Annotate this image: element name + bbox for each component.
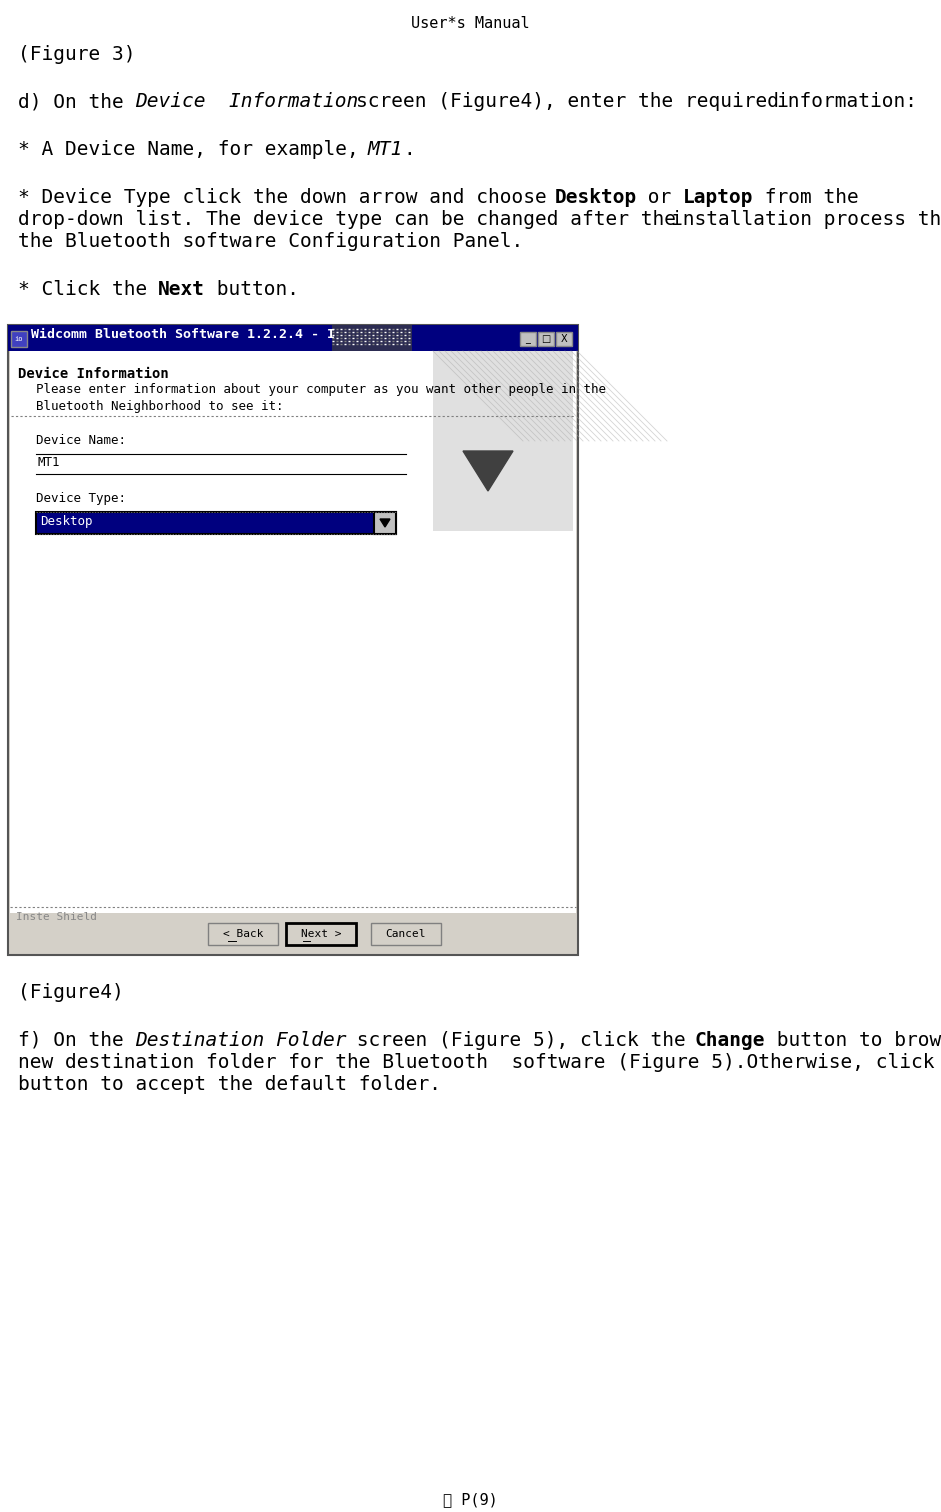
- Text: or: or: [636, 187, 683, 207]
- Text: MT1: MT1: [38, 457, 60, 469]
- Text: User*s Manual: User*s Manual: [411, 17, 530, 32]
- Text: * A Device Name, for example,: * A Device Name, for example,: [18, 141, 371, 159]
- Bar: [36, 513, 396, 534]
- Text: Please enter information about your computer as you want other people in the: Please enter information about your comp…: [36, 383, 606, 396]
- Text: f) On the: f) On the: [18, 1031, 136, 1049]
- Text: * Click the: * Click the: [18, 280, 159, 299]
- Text: Next >: Next >: [301, 928, 342, 939]
- Bar: [286, 922, 356, 945]
- Text: Widcomm Bluetooth Software 1.2.2.4 - I: Widcomm Bluetooth Software 1.2.2.4 - I: [31, 328, 335, 342]
- Polygon shape: [380, 519, 390, 528]
- Text: button.: button.: [204, 280, 298, 299]
- Bar: [520, 333, 536, 346]
- Bar: [371, 922, 441, 945]
- Text: screen (Figure 5), click the: screen (Figure 5), click the: [344, 1031, 697, 1049]
- Bar: [8, 325, 578, 351]
- Text: Device  Information: Device Information: [135, 92, 358, 110]
- Text: button to accept the default folder.: button to accept the default folder.: [18, 1075, 441, 1095]
- Bar: [11, 331, 27, 346]
- Text: _: _: [526, 334, 531, 345]
- Text: information:: information:: [776, 92, 917, 110]
- Text: MT1: MT1: [368, 141, 404, 159]
- Text: Next: Next: [158, 280, 205, 299]
- Text: < Back: < Back: [223, 928, 263, 939]
- Text: d) On the: d) On the: [18, 92, 136, 110]
- Text: .: .: [403, 141, 415, 159]
- Bar: [10, 913, 576, 953]
- Bar: [556, 333, 572, 346]
- Bar: [374, 513, 396, 534]
- Text: button to browse to a: button to browse to a: [765, 1031, 941, 1049]
- Text: Laptop: Laptop: [683, 187, 754, 207]
- Text: Destination Folder: Destination Folder: [135, 1031, 346, 1049]
- Text: * Device Type click the down arrow and choose: * Device Type click the down arrow and c…: [18, 187, 559, 207]
- Text: Bluetooth Neighborhood to see it:: Bluetooth Neighborhood to see it:: [36, 401, 283, 413]
- Text: (Figure4): (Figure4): [18, 983, 124, 1002]
- Polygon shape: [463, 451, 513, 491]
- Text: Change: Change: [694, 1031, 765, 1049]
- Text: X: X: [561, 334, 567, 345]
- Bar: [10, 351, 576, 916]
- Text: screen (Figure4), enter the required: screen (Figure4), enter the required: [357, 92, 779, 110]
- Bar: [433, 351, 573, 531]
- Text: installation process through: installation process through: [671, 210, 941, 228]
- Text: Desktop: Desktop: [554, 187, 637, 207]
- Text: Cancel: Cancel: [386, 928, 426, 939]
- Bar: [538, 333, 554, 346]
- Text: Device Name:: Device Name:: [36, 434, 126, 448]
- Text: io: io: [15, 336, 24, 342]
- Bar: [8, 325, 578, 956]
- Text: □: □: [541, 334, 550, 345]
- Text: Device Type:: Device Type:: [36, 491, 126, 505]
- Text: Inste Shield: Inste Shield: [16, 912, 97, 922]
- Text: the Bluetooth software Configuration Panel.: the Bluetooth software Configuration Pan…: [18, 231, 523, 251]
- Bar: [208, 922, 278, 945]
- Bar: [332, 325, 412, 351]
- Text: from the: from the: [753, 187, 859, 207]
- Text: (Figure 3): (Figure 3): [18, 45, 136, 64]
- Text: Device Information: Device Information: [18, 367, 168, 381]
- Text: new destination folder for the Bluetooth  software (Figure 5).Otherwise, click t: new destination folder for the Bluetooth…: [18, 1052, 941, 1072]
- Text: Desktop: Desktop: [40, 516, 92, 528]
- Text: drop-down list. The device type can be changed after the: drop-down list. The device type can be c…: [18, 210, 676, 228]
- Text: 頁 P(9): 頁 P(9): [443, 1492, 498, 1507]
